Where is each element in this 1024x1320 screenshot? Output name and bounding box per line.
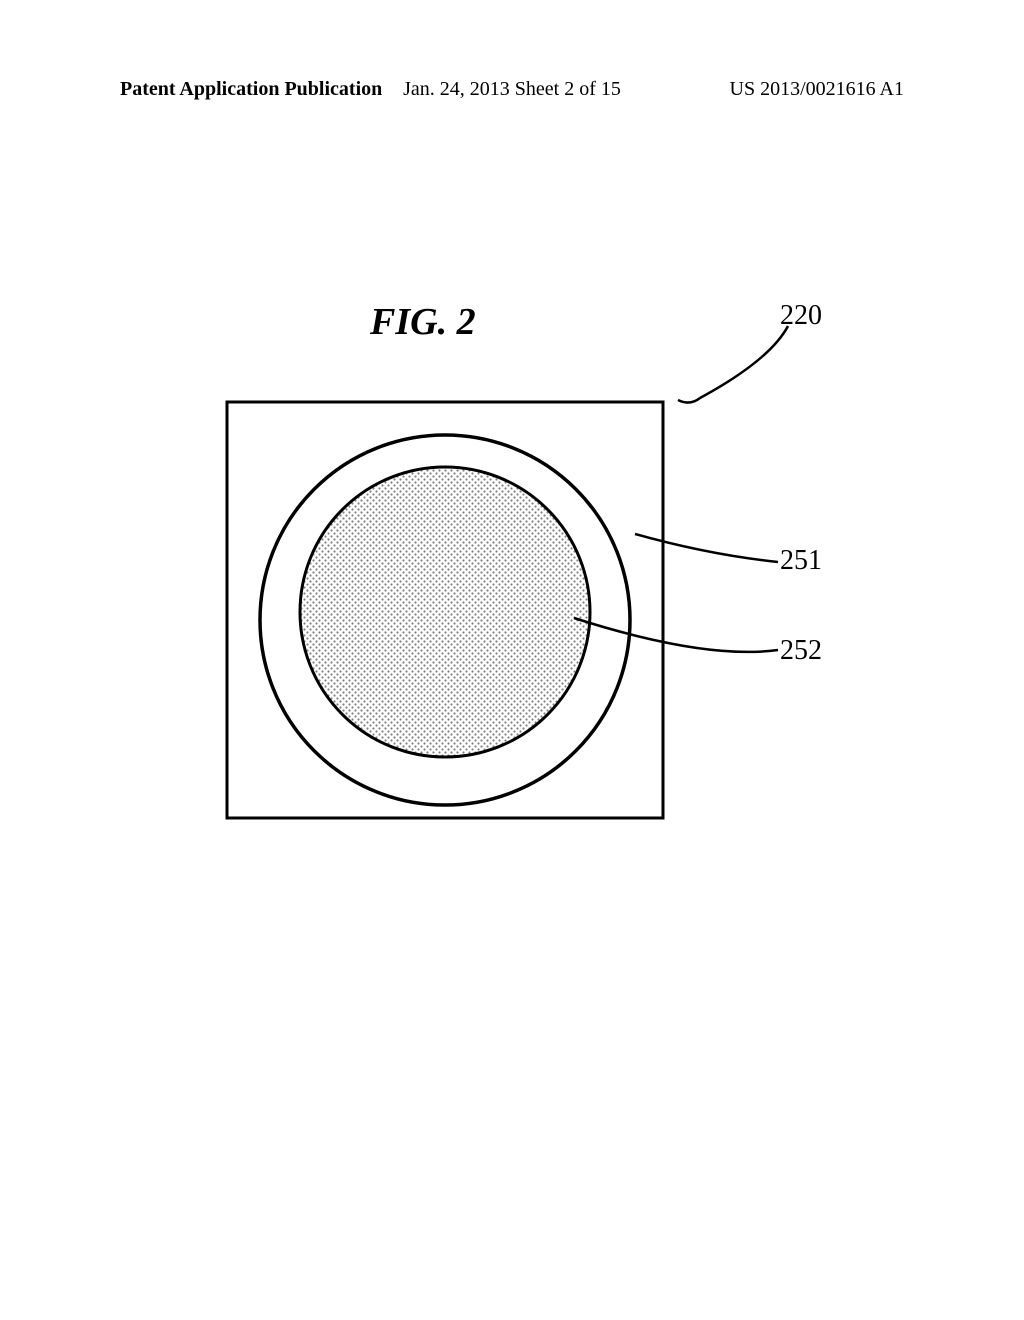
header-center: Jan. 24, 2013 Sheet 2 of 15 <box>403 78 621 101</box>
ref-220: 220 <box>780 300 822 332</box>
header-right: US 2013/0021616 A1 <box>730 78 904 101</box>
leader-220-hook <box>678 398 700 403</box>
ref-251: 251 <box>780 545 822 577</box>
leader-220 <box>700 326 788 398</box>
header-left: Patent Application Publication <box>120 78 382 101</box>
figure-diagram <box>225 400 665 820</box>
inner-circle <box>300 467 590 757</box>
figure-title: FIG. 2 <box>370 300 476 344</box>
ref-252: 252 <box>780 635 822 667</box>
page-header: Patent Application Publication Jan. 24, … <box>0 78 1024 101</box>
page-root: Patent Application Publication Jan. 24, … <box>0 0 1024 1320</box>
